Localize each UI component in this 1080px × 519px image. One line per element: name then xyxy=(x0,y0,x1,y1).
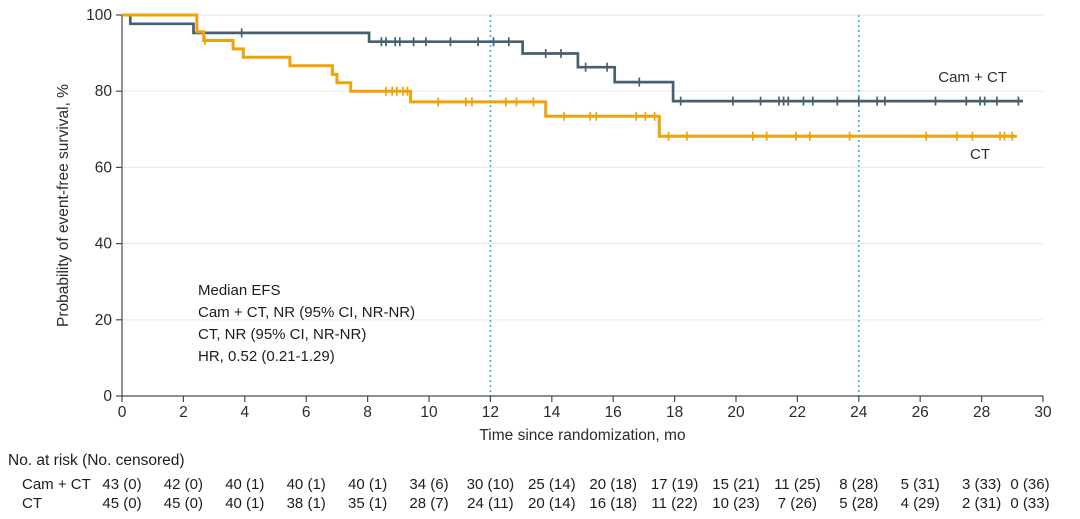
risk-cell-ct-20mo: 10 (23) xyxy=(712,495,760,512)
risk-row-label-ct: CT xyxy=(22,495,42,512)
risk-cell-ct-0mo: 45 (0) xyxy=(102,495,142,512)
x-tick-label: 4 xyxy=(240,404,249,421)
median-efs-annotation: Median EFS Cam + CT, NR (95% CI, NR-NR) … xyxy=(198,280,415,368)
risk-cell-cam-ct-10mo: 34 (6) xyxy=(409,476,449,493)
risk-cell-cam-ct-8mo: 40 (1) xyxy=(348,476,388,493)
x-tick-label: 12 xyxy=(482,404,499,421)
risk-cell-ct-4mo: 40 (1) xyxy=(225,495,265,512)
risk-cell-cam-ct-30mo: 0 (36) xyxy=(1010,476,1050,493)
x-tick-label: 6 xyxy=(302,404,311,421)
x-tick-label: 22 xyxy=(789,404,806,421)
risk-cell-cam-ct-2mo: 42 (0) xyxy=(163,476,203,493)
x-tick-label: 0 xyxy=(118,404,127,421)
risk-cell-ct-14mo: 20 (14) xyxy=(528,495,576,512)
km-curve-cam-ct xyxy=(122,13,1023,103)
risk-cell-ct-10mo: 28 (7) xyxy=(409,495,449,512)
risk-cell-cam-ct-22mo: 11 (25) xyxy=(774,476,821,493)
risk-cell-ct-18mo: 11 (22) xyxy=(651,495,698,512)
x-axis-label: Time since randomization, mo xyxy=(479,427,686,444)
annotation-line-ct: CT, NR (95% CI, NR-NR) xyxy=(198,326,367,343)
series-label-cam-ct: Cam + CT xyxy=(938,69,1007,86)
series-label-ct: CT xyxy=(970,146,990,163)
x-tick-label: 2 xyxy=(179,404,188,421)
x-tick-label: 20 xyxy=(727,404,745,421)
x-tick-label: 18 xyxy=(666,404,683,421)
x-tick-label: 10 xyxy=(420,404,438,421)
risk-cell-ct-6mo: 38 (1) xyxy=(286,495,326,512)
risk-cell-ct-2mo: 45 (0) xyxy=(163,495,203,512)
risk-cell-cam-ct-26mo: 5 (31) xyxy=(900,476,940,493)
risk-cell-cam-ct-12mo: 30 (10) xyxy=(466,476,515,493)
risk-cell-cam-ct-28mo: 3 (33) xyxy=(962,476,1002,493)
annotation-line-title: Median EFS xyxy=(198,282,281,299)
risk-cell-cam-ct-4mo: 40 (1) xyxy=(225,476,265,493)
risk-cell-cam-ct-14mo: 25 (14) xyxy=(528,476,576,493)
km-curve-ct xyxy=(122,13,1017,138)
y-tick-label: 0 xyxy=(103,388,112,405)
y-tick-label: 60 xyxy=(95,159,113,176)
x-tick-label: 16 xyxy=(605,404,622,421)
x-tick-label: 8 xyxy=(363,404,372,421)
risk-cell-ct-28mo: 2 (31) xyxy=(962,495,1002,512)
risk-cell-cam-ct-20mo: 15 (21) xyxy=(712,476,760,493)
risk-cell-ct-16mo: 16 (18) xyxy=(589,495,637,512)
x-tick-label: 14 xyxy=(543,404,561,421)
annotation-line-hr: HR, 0.52 (0.21-1.29) xyxy=(198,348,335,365)
risk-row-label-cam-ct: Cam + CT xyxy=(22,476,91,493)
risk-cell-ct-24mo: 5 (28) xyxy=(839,495,879,512)
y-tick-label: 20 xyxy=(95,312,113,329)
y-tick-label: 100 xyxy=(86,7,112,24)
x-tick-label: 26 xyxy=(912,404,929,421)
risk-cell-cam-ct-18mo: 17 (19) xyxy=(650,476,699,493)
x-tick-label: 24 xyxy=(850,404,868,421)
x-tick-label: 30 xyxy=(1034,404,1052,421)
x-tick-label: 28 xyxy=(973,404,990,421)
risk-cell-ct-12mo: 24 (11) xyxy=(467,495,514,512)
risk-cell-ct-26mo: 4 (29) xyxy=(900,495,940,512)
risk-cell-ct-22mo: 7 (26) xyxy=(777,495,817,512)
risk-table-header: No. at risk (No. censored) xyxy=(8,452,185,469)
y-tick-label: 80 xyxy=(95,83,113,100)
risk-cell-cam-ct-24mo: 8 (28) xyxy=(839,476,879,493)
risk-cell-ct-8mo: 35 (1) xyxy=(348,495,388,512)
risk-cell-cam-ct-6mo: 40 (1) xyxy=(286,476,326,493)
annotation-line-cam-ct: Cam + CT, NR (95% CI, NR-NR) xyxy=(198,304,416,321)
risk-cell-cam-ct-16mo: 20 (18) xyxy=(589,476,637,493)
risk-cell-ct-30mo: 0 (33) xyxy=(1010,495,1050,512)
y-axis-label: Probability of event-free survival, % xyxy=(55,84,72,327)
risk-cell-cam-ct-0mo: 43 (0) xyxy=(102,476,142,493)
y-tick-label: 40 xyxy=(95,236,113,253)
